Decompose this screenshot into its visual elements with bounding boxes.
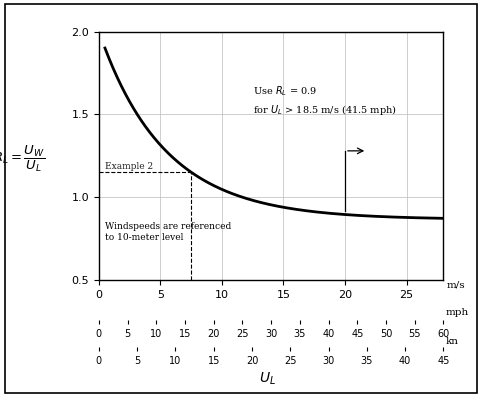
Text: m/s: m/s xyxy=(447,281,466,290)
Text: for $U_L$ > 18.5 m/s (41.5 mph): for $U_L$ > 18.5 m/s (41.5 mph) xyxy=(253,103,397,117)
Text: $U_L$: $U_L$ xyxy=(259,371,276,387)
Text: Windspeeds are referenced
to 10-meter level: Windspeeds are referenced to 10-meter le… xyxy=(105,222,231,242)
Text: kn: kn xyxy=(446,337,459,346)
Text: Use $R_L$ = 0.9: Use $R_L$ = 0.9 xyxy=(253,85,317,98)
Text: mph: mph xyxy=(446,308,469,317)
Text: $R_L = \dfrac{U_W}{U_L}$: $R_L = \dfrac{U_W}{U_L}$ xyxy=(0,144,45,174)
Text: Example 2: Example 2 xyxy=(105,162,153,171)
